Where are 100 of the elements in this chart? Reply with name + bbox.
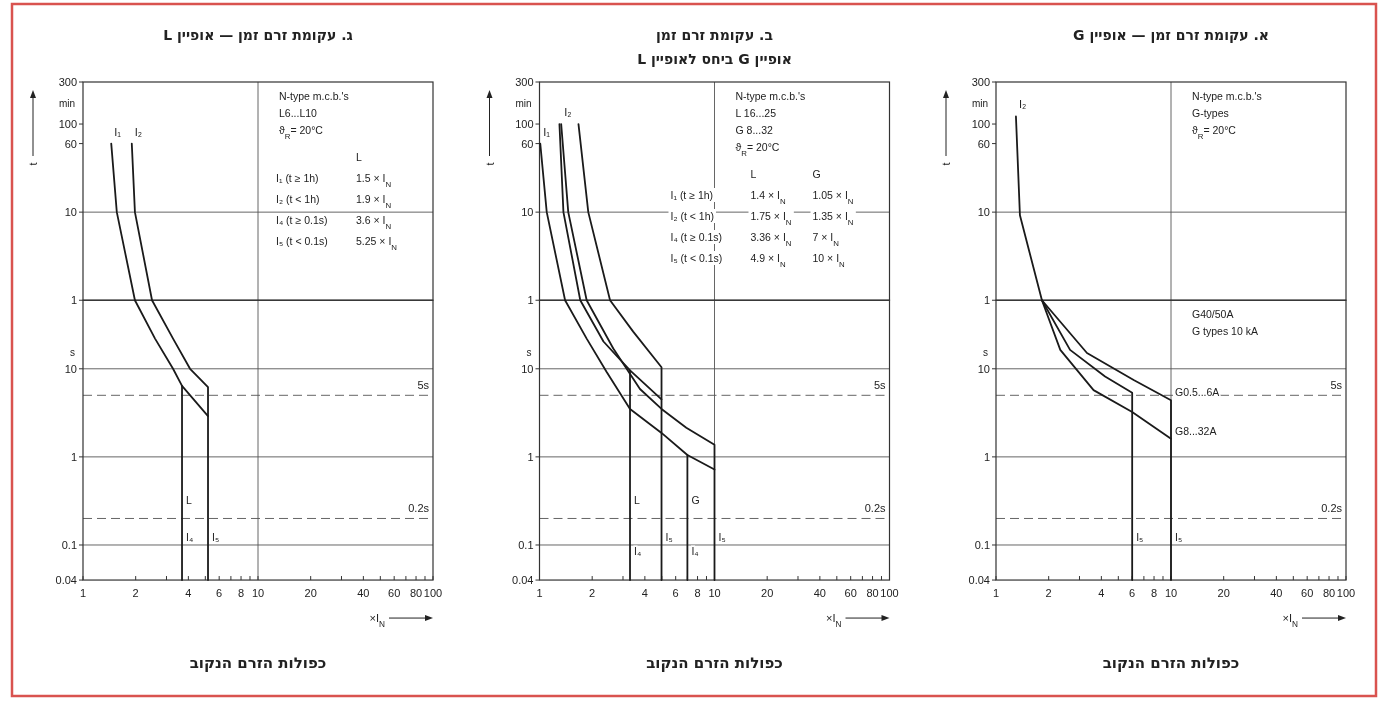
y-tick-label: 0.1 — [518, 538, 534, 551]
x-tick-label: 2 — [589, 587, 596, 600]
text: t — [940, 162, 952, 166]
annotation: I₄ — [634, 544, 642, 557]
chart-title: ב. עקומת זרם זמן — [656, 27, 773, 43]
x-tick-label: 40 — [1270, 587, 1283, 600]
x-tick-label: 10 — [251, 587, 265, 600]
annotation: L — [186, 494, 193, 507]
x-tick-label: 6 — [1129, 587, 1136, 600]
text: כפולות הזרם הנקוב — [646, 654, 783, 673]
annotation: G0.5...6A — [1175, 386, 1220, 399]
x-tick-label: 80 — [866, 587, 879, 600]
x-tick-label: 10 — [1164, 587, 1178, 600]
annotation: G 8...32 — [735, 124, 774, 136]
x-tick-label: 4 — [641, 587, 648, 600]
y-axis-title: s — [526, 346, 532, 358]
y-tick-label: 0.1 — [974, 538, 990, 551]
annotation: G8...32A — [1175, 424, 1217, 437]
annotation: I₄ — [691, 544, 699, 557]
y-tick-label: 300 — [971, 76, 990, 88]
text: I₅ (t < 0.1s) 5.25 × I$_{N}$ — [276, 235, 398, 252]
text: I₂ (t < 1h) 1.9 × I$_{N}$ — [276, 193, 392, 210]
y-tick-label: 300 — [58, 76, 77, 88]
y-tick-label: 1 — [527, 294, 534, 307]
annotation: N-type m.c.b.'s — [735, 90, 806, 102]
y-tick-label: 1 — [983, 294, 990, 307]
annotation: G-types — [1192, 107, 1229, 119]
y-tick-label: 10 — [64, 362, 77, 375]
annotation: L 16...25 — [735, 107, 777, 119]
y-tick-label: 60 — [521, 137, 534, 150]
annotation: ϑ$_{R}$= 20°C — [735, 141, 780, 158]
y-tick-label: 10 — [977, 362, 990, 375]
annotation: N-type m.c.b.'s — [1192, 90, 1262, 102]
x-tick-label: 4 — [185, 587, 192, 600]
text: L G — [750, 168, 821, 180]
annotation: L — [356, 151, 362, 163]
y-axis-title: s — [70, 346, 75, 358]
x-axis-title: ×I$_{N}$ — [1282, 612, 1299, 629]
series-label: I₂ — [1018, 98, 1027, 111]
y-tick-label: 300 — [515, 76, 534, 88]
text: I₁ (t ≥ 1h) 1.4 × I$_{N}$ 1.05 × I$_{N}$ — [670, 189, 854, 206]
text: I₄ (t ≥ 0.1s) 3.6 × I$_{N}$ — [276, 214, 392, 231]
annotation: L — [634, 494, 641, 507]
chart-subtitle: אופיין G ביחס לאופיין L — [637, 51, 792, 67]
annotation: ϑ$_{R}$= 20°C — [279, 124, 324, 141]
text: I₅ (t < 0.1s) 4.9 × I$_{N}$ 10 × I$_{N}$ — [670, 252, 845, 269]
y-tick-label: 1 — [70, 294, 77, 307]
y-tick-label: 100 — [971, 118, 990, 131]
annotation: I₅ — [718, 530, 726, 543]
x-tick-label: 8 — [237, 587, 245, 600]
annotation: L6...L10 — [279, 107, 318, 119]
x-tick-label: 40 — [813, 587, 826, 600]
annotation: I₅ — [212, 530, 220, 543]
x-tick-label: 2 — [1045, 587, 1052, 600]
y-tick-label: 10 — [521, 206, 534, 219]
x-tick-label: 1 — [536, 587, 543, 600]
y-tick-label: 10 — [64, 206, 77, 219]
x-axis-title: ×I$_{N}$ — [369, 612, 386, 629]
series-label: I₁ — [543, 125, 551, 138]
x-tick-label: 6 — [216, 587, 223, 600]
annotation: G40/50A — [1192, 308, 1234, 321]
annotation: N-type m.c.b.'s — [279, 90, 349, 102]
x-tick-label: 8 — [694, 587, 701, 600]
x-tick-label: 100 — [1336, 587, 1356, 600]
x-tick-label: 10 — [708, 587, 721, 600]
x-tick-label: 40 — [357, 587, 370, 600]
y-tick-label: 0.04 — [968, 574, 990, 587]
y-tick-label: 100 — [58, 118, 77, 131]
annotation: I₅ — [665, 530, 673, 543]
x-tick-label: 1 — [79, 587, 87, 600]
y-tick-label: 10 — [977, 206, 990, 219]
y-tick-label: 60 — [64, 137, 77, 150]
ref-line-label: 5s — [1330, 379, 1343, 392]
x-tick-label: 8 — [1150, 587, 1158, 600]
annotation: I₅ — [1136, 530, 1144, 543]
text: I₄ (t ≥ 0.1s) 3.36 × I$_{N}$ 7 × I$_{N}$ — [670, 231, 839, 248]
text: t — [483, 162, 496, 166]
series-label: I₂ — [564, 106, 572, 119]
x-tick-label: 60 — [844, 587, 857, 600]
annotation: G — [691, 494, 700, 507]
x-tick-label: 20 — [761, 587, 774, 600]
text: t — [27, 162, 39, 166]
x-tick-label: 20 — [304, 587, 317, 600]
ref-line-label: 0.2s — [1321, 502, 1343, 515]
ref-line-label: 0.2s — [408, 502, 430, 515]
text: I₁ (t ≥ 1h) 1.5 × I$_{N}$ — [276, 172, 392, 189]
y-tick-label: 0.04 — [512, 574, 534, 587]
y-tick-label: 1 — [527, 450, 534, 463]
annotation: I₅ — [1175, 530, 1183, 543]
ref-line-label: 5s — [873, 379, 886, 392]
x-tick-label: 4 — [1098, 587, 1105, 600]
ref-line-label: 5s — [417, 379, 430, 392]
y-axis-title: min — [971, 98, 988, 110]
x-tick-label: 1 — [992, 587, 1000, 600]
x-axis-title: ×I$_{N}$ — [826, 612, 842, 629]
x-tick-label: 2 — [132, 587, 139, 600]
x-tick-label: 100 — [423, 587, 443, 600]
annotation: G types 10 kA — [1192, 325, 1258, 338]
text: I₂ (t < 1h) 1.75 × I$_{N}$ 1.35 × I$_{N}$ — [670, 210, 854, 227]
x-tick-label: 60 — [388, 587, 401, 600]
